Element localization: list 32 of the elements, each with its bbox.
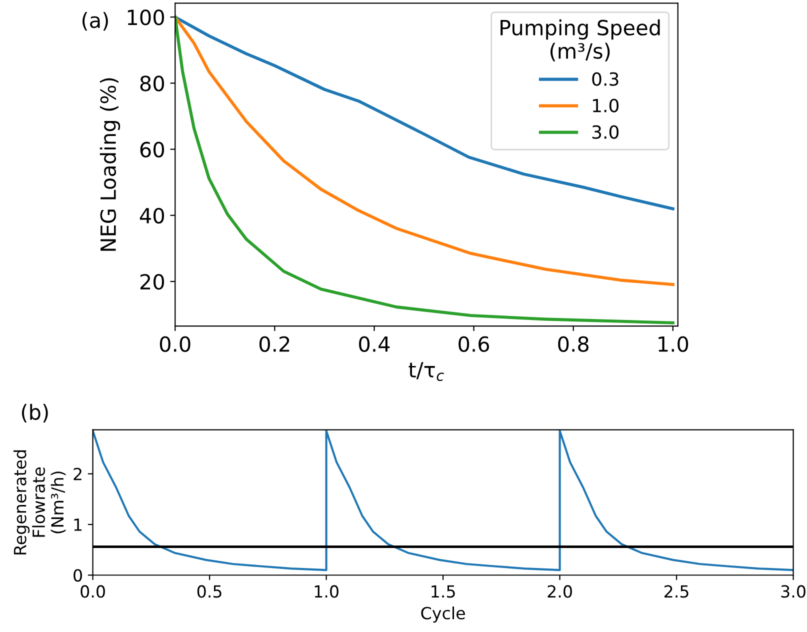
legend-label: 0.3 (592, 72, 618, 86)
text: (a) (82, 12, 108, 31)
legend-label: 1.0 (593, 98, 619, 112)
x-tick-label: 0.8 (558, 336, 588, 352)
y-tick-label: 1 (74, 518, 82, 531)
x-tick-label: 0.6 (458, 336, 490, 352)
x-tick-label: 2.0 (548, 585, 572, 598)
y-tick-label: 40 (140, 208, 164, 224)
y-tick-label: 20 (140, 274, 164, 290)
x-tick-label: 1.5 (432, 585, 455, 598)
x-tick-label: 0.4 (359, 336, 390, 352)
y-axis-title: Regenerated Flowrate (Nm³/h) (13, 450, 66, 554)
x-tick-label: 0.2 (259, 336, 290, 352)
x-tick-label: 1.0 (658, 336, 688, 352)
y-tick-label: 2 (74, 468, 82, 480)
x-tick-label: 2.5 (664, 585, 688, 598)
x-tick-label: 0.0 (80, 585, 105, 598)
x-axis-title: t/τ$_{c}$ (408, 362, 444, 381)
legend-title: Pumping Speed (m³/s) (500, 19, 660, 62)
x-tick-label: 3.0 (781, 585, 806, 598)
x-tick-label: 1.0 (314, 585, 338, 598)
x-tick-label: 0.5 (197, 585, 222, 598)
line-series (175, 16, 674, 210)
x-tick-label: 0.0 (160, 336, 190, 352)
y-tick-label: 60 (140, 142, 164, 158)
y-axis-title: NEG Loading (%) (100, 78, 120, 251)
text: (b) (22, 404, 48, 422)
y-tick-label: 100 (128, 9, 164, 26)
y-tick-label: 0 (74, 569, 82, 582)
x-axis-title: Cycle (421, 606, 465, 623)
y-tick-label: 80 (140, 76, 164, 92)
legend-label: 3.0 (592, 125, 619, 139)
